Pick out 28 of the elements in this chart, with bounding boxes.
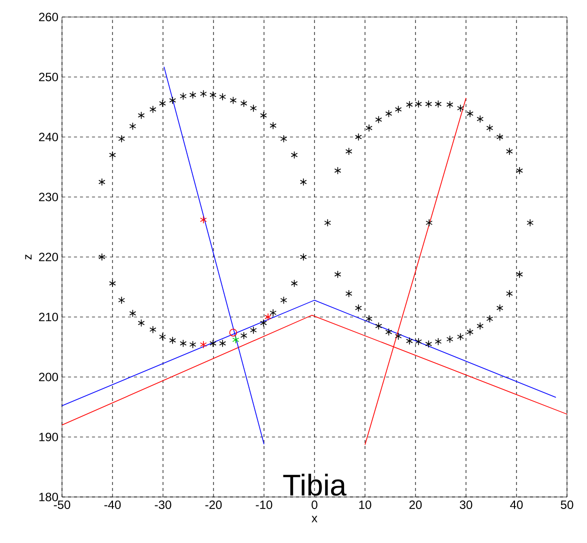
y-tick-label: 210: [39, 312, 58, 322]
x-tick-label: 50: [560, 500, 574, 510]
y-tick-label: 230: [39, 192, 58, 202]
x-tick-label: 10: [359, 500, 372, 510]
point: [200, 216, 207, 224]
x-tick-label: -30: [154, 500, 172, 510]
y-axis-title: z: [25, 254, 32, 260]
annotation: Tibia: [283, 474, 346, 496]
y-tick-label: 260: [39, 12, 58, 22]
point: [232, 336, 240, 344]
point: [200, 340, 207, 348]
x-tick-label: -50: [54, 500, 70, 510]
y-tick-label: 220: [39, 252, 58, 262]
point: [229, 328, 238, 336]
x-tick-label: -40: [104, 500, 121, 510]
x-tick-label: -10: [256, 500, 272, 510]
x-tick-label: 30: [460, 500, 472, 510]
x-axis-title: x: [312, 516, 318, 522]
y-tick-label: 240: [39, 132, 58, 142]
x-tick-label: 40: [510, 500, 523, 510]
y-tick-label: 250: [39, 72, 58, 82]
point: [264, 313, 272, 321]
y-tick-label: 200: [39, 372, 58, 382]
x-tick-label: 20: [409, 500, 422, 510]
y-tick-label: 180: [39, 492, 58, 502]
y-tick-label: 190: [39, 432, 58, 442]
x-tick-label: -20: [205, 500, 222, 510]
x-tick-label: 0: [312, 500, 318, 510]
